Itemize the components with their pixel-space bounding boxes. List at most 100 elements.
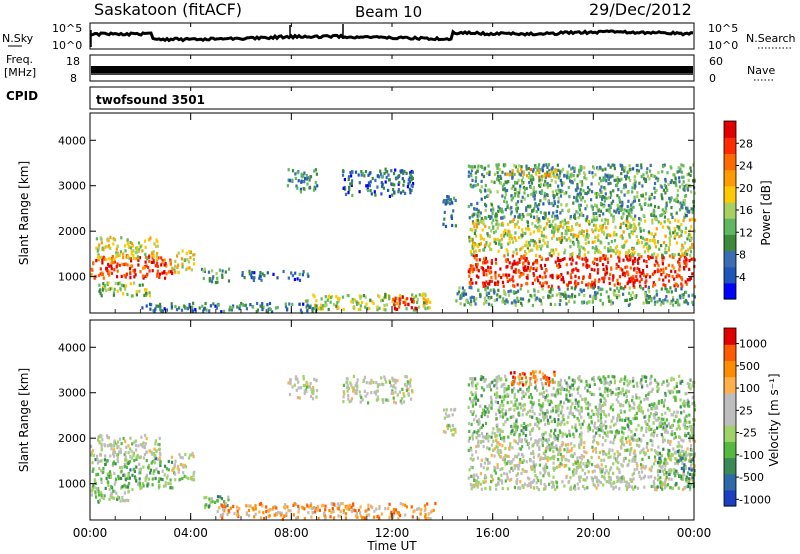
heatmap-cell (550, 223, 553, 227)
heatmap-cell (497, 441, 500, 445)
heatmap-cell (138, 256, 142, 260)
heatmap-cell (624, 166, 627, 170)
heatmap-cell (587, 470, 590, 474)
heatmap-cell (626, 191, 629, 195)
heatmap-cell (628, 208, 631, 213)
heatmap-cell (336, 301, 339, 305)
heatmap-cell (555, 227, 558, 231)
heatmap-cell (620, 172, 623, 176)
heatmap-cell (146, 484, 149, 488)
heatmap-cell (190, 268, 193, 272)
heatmap-cell (692, 163, 695, 167)
heatmap-cell (572, 470, 575, 474)
heatmap-cell (323, 514, 326, 518)
heatmap-cell (683, 261, 686, 265)
heatmap-cell (625, 391, 628, 395)
heatmap-cell (154, 454, 157, 458)
heatmap-cell (654, 215, 658, 219)
colorbar-segment (724, 137, 736, 154)
heatmap-cell (515, 252, 518, 256)
heatmap-cell (300, 179, 303, 184)
heatmap-cell (678, 257, 681, 261)
heatmap-cell (274, 306, 278, 310)
heatmap-cell (236, 513, 239, 517)
heatmap-cell (359, 514, 362, 518)
heatmap-cell (123, 453, 126, 457)
heatmap-cell (609, 455, 612, 459)
heatmap-cell (316, 508, 319, 512)
heatmap-cell (689, 253, 692, 258)
heatmap-cell (631, 406, 634, 410)
heatmap-cell (578, 477, 581, 481)
heatmap-cell (320, 303, 323, 307)
heatmap-cell (653, 186, 656, 190)
heatmap-cell (468, 281, 471, 285)
heatmap-cell (612, 486, 615, 490)
heatmap-cell (613, 217, 616, 221)
heatmap-cell (616, 282, 619, 286)
heatmap-cell (111, 463, 114, 467)
heatmap-cell (478, 242, 481, 247)
heatmap-cell (682, 449, 685, 453)
heatmap-cell (559, 299, 562, 303)
heatmap-cell (578, 253, 581, 257)
heatmap-cell (316, 505, 320, 509)
heatmap-cell (157, 470, 160, 474)
heatmap-cell (482, 222, 485, 226)
heatmap-cell (666, 290, 669, 294)
heatmap-cell (650, 299, 653, 303)
heatmap-cell (432, 508, 435, 512)
heatmap-cell (448, 424, 452, 428)
heatmap-cell (109, 287, 112, 291)
heatmap-cell (690, 276, 693, 280)
heatmap-cell (618, 251, 621, 255)
heatmap-cell (210, 269, 214, 273)
heatmap-cell (361, 398, 364, 402)
heatmap-cell (407, 382, 410, 386)
heatmap-cell (664, 298, 667, 302)
heatmap-cell (363, 516, 366, 520)
heatmap-cell (227, 495, 230, 499)
heatmap-cell (551, 406, 554, 410)
heatmap-cell (143, 446, 146, 450)
heatmap-cell (343, 178, 346, 182)
heatmap-cell (111, 255, 114, 259)
heatmap-cell (451, 433, 454, 437)
heatmap-cell (135, 293, 138, 297)
heatmap-cell (474, 249, 478, 253)
heatmap-cell (241, 303, 244, 307)
heatmap-cell (689, 250, 693, 254)
heatmap-cell (546, 182, 549, 186)
heatmap-cell (689, 482, 693, 487)
heatmap-cell (159, 477, 162, 481)
heatmap-cell (124, 249, 127, 253)
heatmap-cell (382, 307, 386, 311)
heatmap-cell (653, 300, 657, 304)
heatmap-cell (684, 249, 687, 253)
heatmap-cell (310, 394, 313, 398)
heatmap-cell (549, 183, 552, 187)
heatmap-cell (117, 440, 120, 444)
heatmap-cell (585, 177, 588, 181)
heatmap-cell (631, 251, 634, 256)
heatmap-cell (601, 218, 604, 222)
heatmap-cell (554, 487, 557, 492)
heatmap-cell (494, 434, 497, 438)
heatmap-cell (520, 256, 523, 260)
heatmap-cell (238, 307, 241, 311)
heatmap-cell (503, 199, 506, 203)
heatmap-cell (522, 181, 525, 185)
heatmap-cell (525, 240, 528, 244)
heatmap-cell (580, 290, 583, 294)
heatmap-cell (494, 282, 497, 286)
heatmap-cell (580, 231, 583, 235)
heatmap-cell (678, 185, 681, 189)
heatmap-cell (447, 195, 450, 199)
heatmap-cell (529, 232, 532, 236)
heatmap-cell (413, 295, 416, 299)
heatmap-cell (510, 234, 513, 238)
heatmap-cell (147, 463, 151, 467)
heatmap-cell (110, 267, 113, 271)
heatmap-cell (607, 297, 610, 301)
heatmap-cell (174, 270, 177, 274)
